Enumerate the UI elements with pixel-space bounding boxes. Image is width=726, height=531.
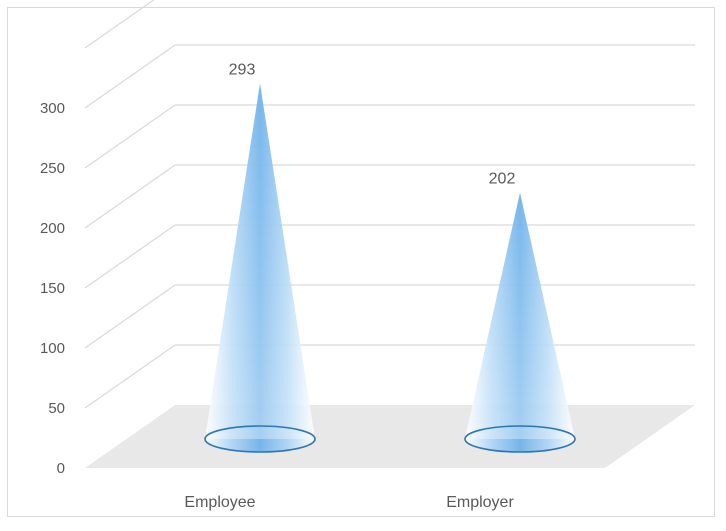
y-tick-label: 150: [40, 280, 65, 297]
cone-base: [464, 425, 576, 453]
x-tick-label: Employee: [184, 494, 255, 511]
y-tick-label: 100: [40, 340, 65, 357]
floor-plane: [85, 405, 695, 468]
gridline-side: [84, 104, 176, 169]
cone-shade: [465, 192, 575, 439]
y-tick-label: 50: [48, 400, 65, 417]
y-tick-label: 250: [40, 160, 65, 177]
gridlines: [84, 0, 695, 409]
gridline-side: [84, 164, 176, 229]
chart-floor: [85, 405, 695, 468]
cone-base: [204, 425, 316, 453]
cones: [204, 83, 576, 453]
gridline-side: [84, 344, 176, 409]
y-tick-label: 0: [57, 460, 65, 477]
y-tick-label: 200: [40, 220, 65, 237]
cone-shade: [205, 83, 315, 440]
y-axis: 0 50 100 150 200 250 300: [40, 100, 65, 477]
gridline-side: [84, 44, 176, 109]
y-tick-label: 300: [40, 100, 65, 117]
data-label: 202: [489, 171, 516, 188]
x-tick-label: Employer: [446, 494, 514, 511]
gridline-side: [84, 284, 176, 349]
gridline-side: [84, 224, 176, 289]
data-labels: 293 202: [229, 61, 516, 187]
data-label: 293: [229, 61, 256, 78]
x-axis: Employee Employer: [184, 494, 514, 511]
gridline-side: [84, 0, 155, 49]
